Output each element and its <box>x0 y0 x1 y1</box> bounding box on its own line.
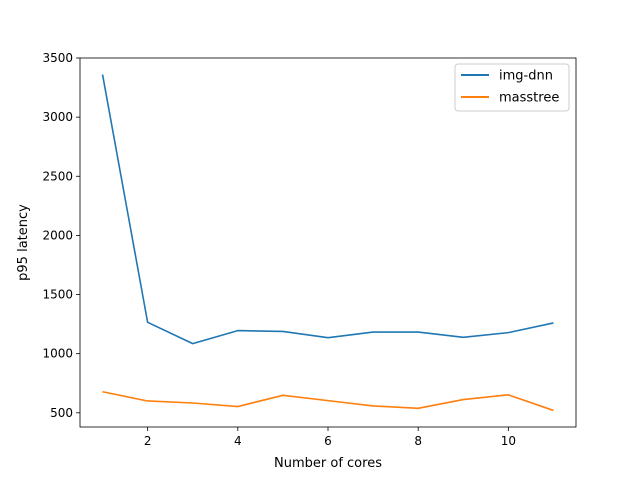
series-line-img-dnn <box>101 74 554 345</box>
y-tick-label: 3500 <box>42 51 73 65</box>
y-tick-label: 500 <box>50 406 73 420</box>
series-layer <box>101 74 554 412</box>
y-tick-label: 1500 <box>42 288 73 302</box>
x-tick-label: 4 <box>234 434 242 448</box>
legend-label-img-dnn: img-dnn <box>499 69 553 84</box>
legend-label-masstree: masstree <box>499 91 559 106</box>
y-tick-label: 3000 <box>42 110 73 124</box>
y-tick-label: 2000 <box>42 228 73 242</box>
x-tick-label: 10 <box>501 434 516 448</box>
legend: img-dnn masstree <box>454 63 570 112</box>
y-tick-label: 2500 <box>42 169 73 183</box>
x-tick-label: 6 <box>324 434 332 448</box>
y-tick-label: 1000 <box>42 347 73 361</box>
x-tick-label: 2 <box>144 434 152 448</box>
x-tick-label: 8 <box>414 434 422 448</box>
ticks-layer: 2 4 6 8 10 500 1000 1500 2000 2500 3000 3500 <box>42 51 516 448</box>
series-line-masstree <box>102 390 554 412</box>
y-axis-label: p95 latency <box>16 204 31 281</box>
x-axis-label: Number of cores <box>274 456 382 471</box>
